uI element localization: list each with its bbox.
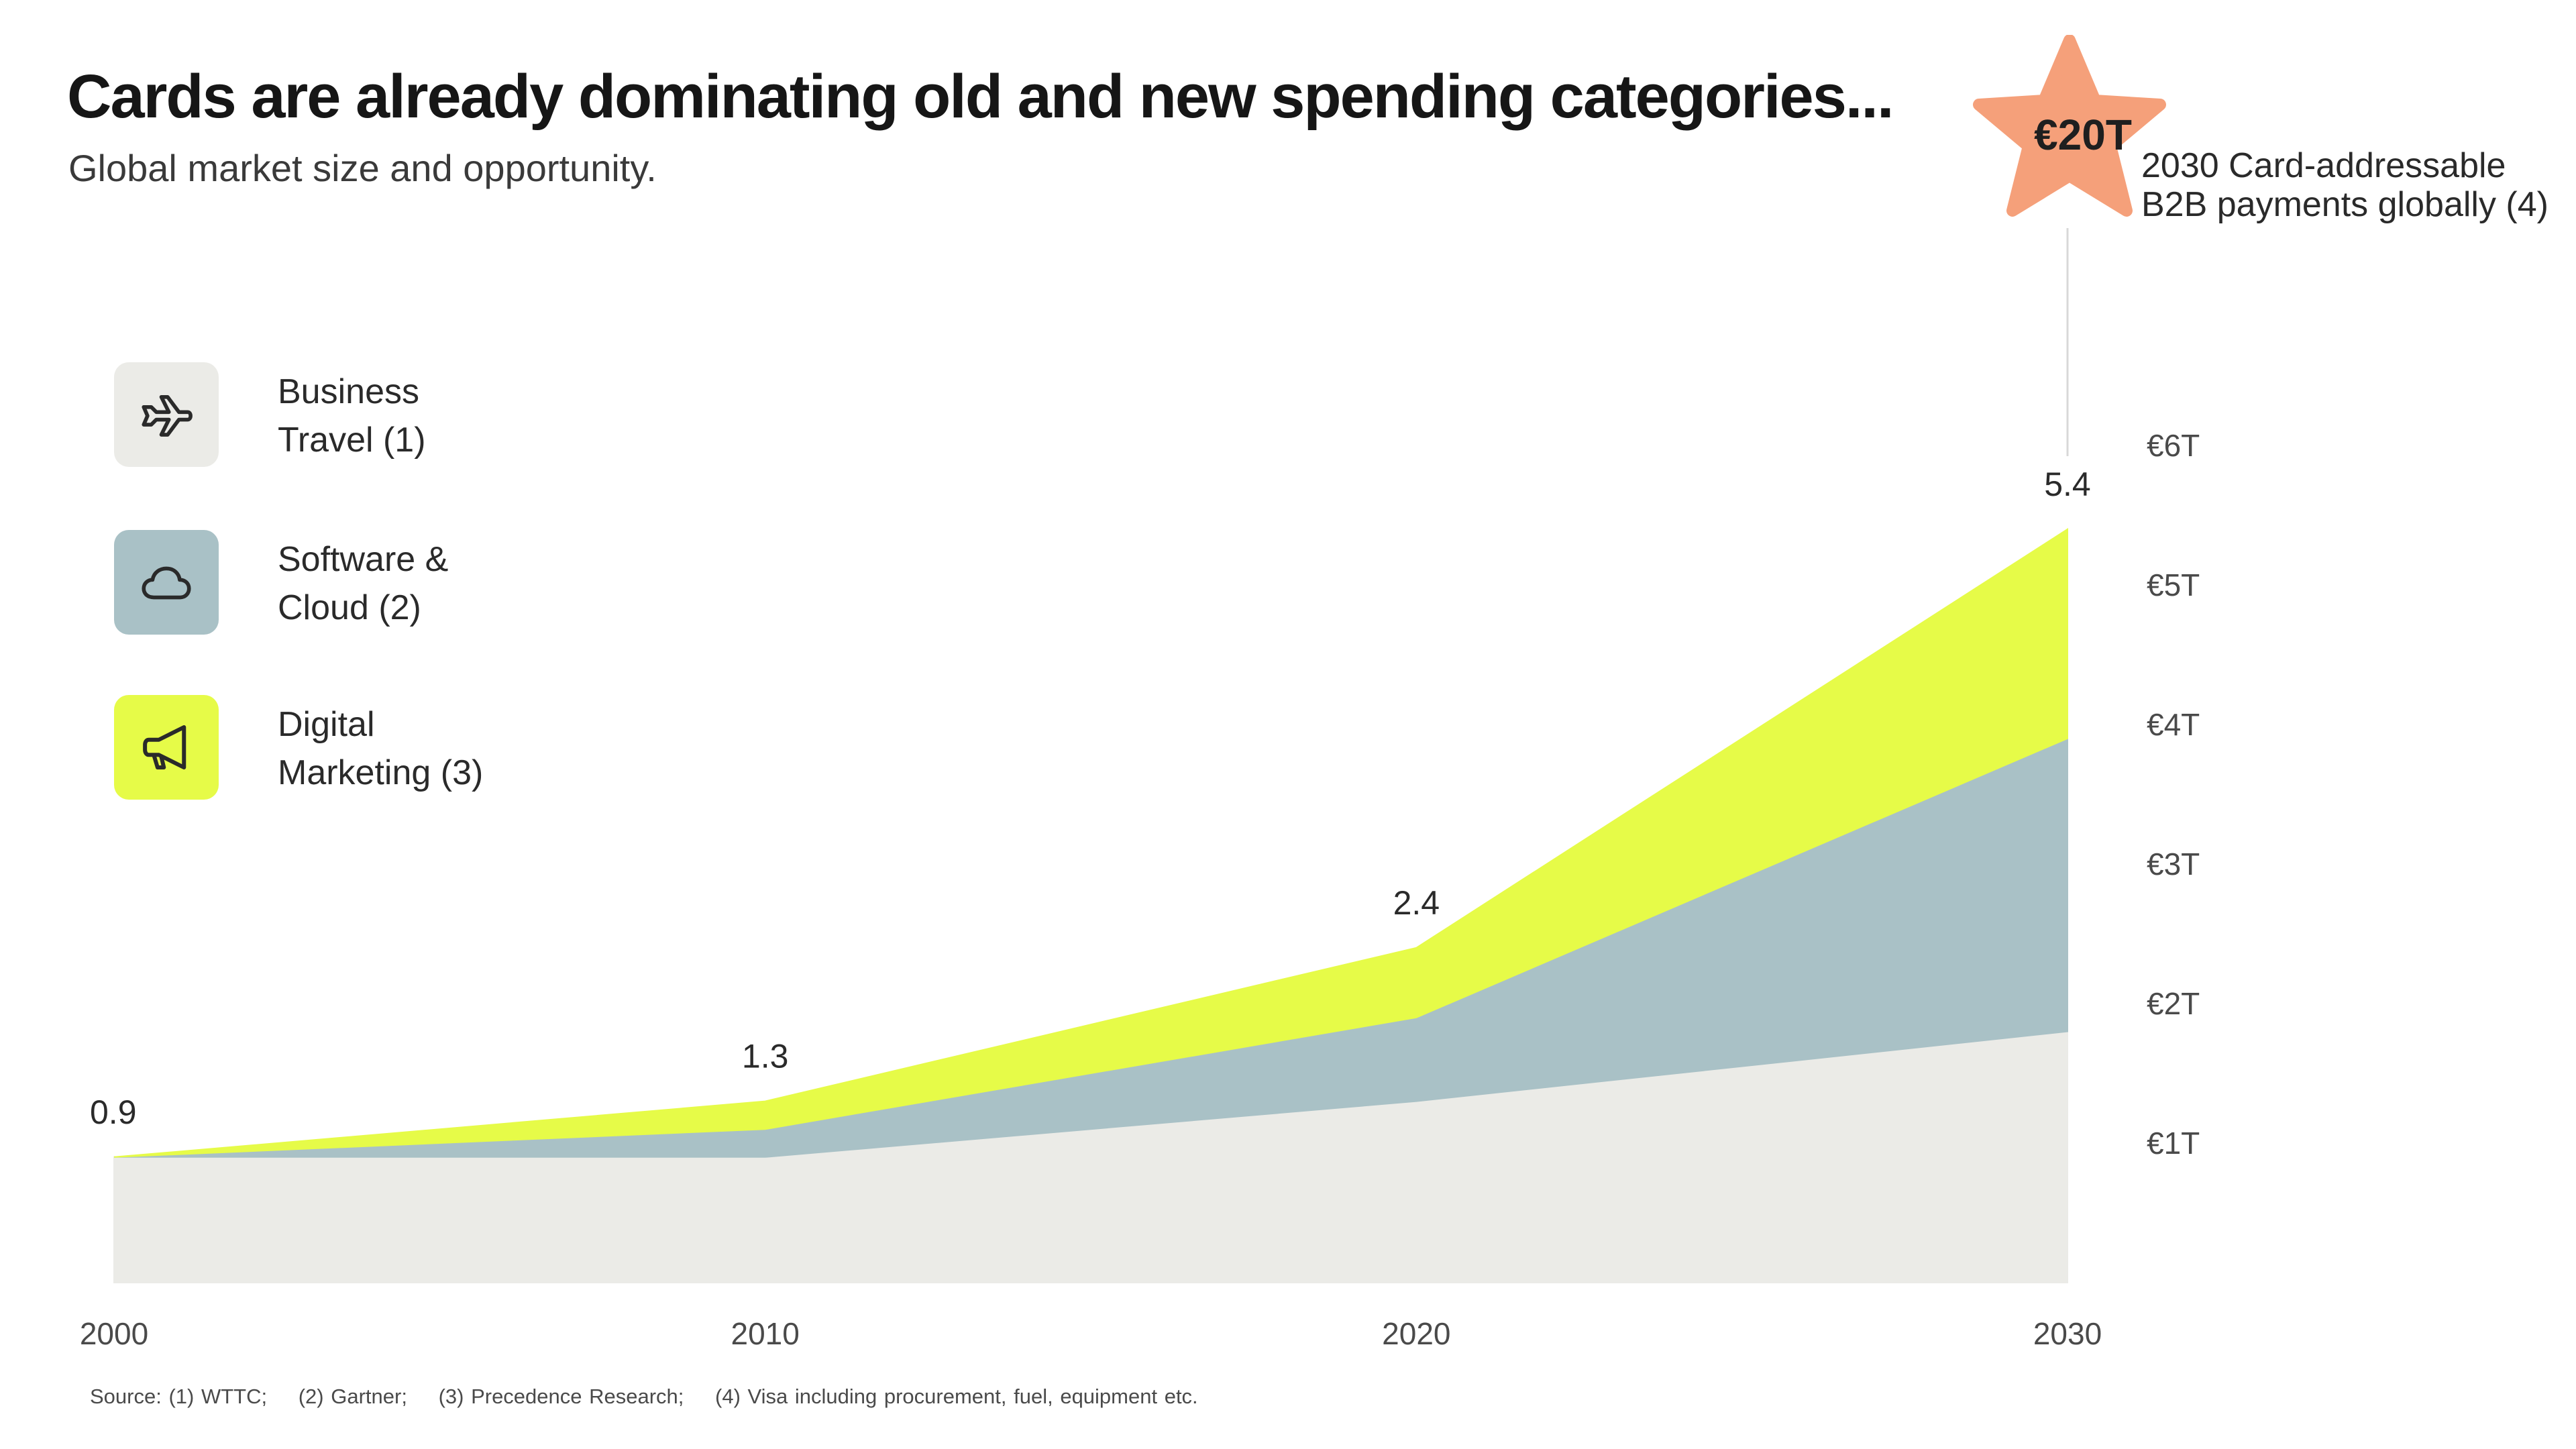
legend-label-line: Business [278, 372, 419, 411]
cloud-icon [142, 566, 191, 600]
legend-swatch-digital-marketing [114, 695, 219, 800]
chart-areas [113, 527, 2068, 1283]
legend-label-software-cloud: Software & Cloud (2) [278, 535, 586, 632]
x-axis-ticks: 2000 2010 2020 2030 [80, 1316, 2102, 1351]
x-tick-label: 2000 [80, 1316, 148, 1351]
legend-label-digital-marketing: Digital Marketing (3) [278, 700, 586, 797]
x-tick-label: 2020 [1382, 1316, 1450, 1351]
total-value-label: 0.9 [90, 1093, 137, 1131]
legend-label-line: Marketing (3) [278, 753, 484, 792]
total-value-label: 5.4 [2044, 466, 2091, 503]
airplane-icon [142, 394, 193, 437]
footnote-item: (3) Precedence Research; [438, 1385, 684, 1408]
footnote-item: Source: (1) WTTC; [90, 1385, 268, 1408]
legend-item-software-cloud: Software & Cloud (2) [114, 530, 584, 637]
total-value-label: 1.3 [742, 1038, 789, 1075]
star-badge-icon [1973, 35, 2166, 217]
footnote-item: (2) Gartner; [298, 1385, 407, 1408]
y-tick-label: €2T [2147, 986, 2200, 1021]
legend-label-business-travel: Business Travel (1) [278, 368, 586, 464]
area-series-3 [113, 527, 2068, 1158]
y-axis-ticks: €1T €2T €3T €4T €5T €6T [2147, 428, 2200, 1161]
total-value-labels: 0.9 1.3 2.4 5.4 [90, 466, 2091, 1131]
chart-subtitle: Global market size and opportunity. [68, 147, 657, 189]
y-tick-label: €3T [2147, 847, 2200, 881]
y-tick-label: €4T [2147, 707, 2200, 742]
legend-label-line: Travel (1) [278, 421, 426, 460]
legend-label-line: Cloud (2) [278, 588, 421, 627]
y-tick-label: €6T [2147, 428, 2200, 463]
chart-title: Cards are already dominating old and new… [67, 62, 1894, 131]
megaphone-icon [143, 725, 186, 769]
total-value-label: 2.4 [1393, 884, 1440, 922]
source-footnote: Source: (1) WTTC; (2) Gartner; (3) Prece… [90, 1385, 1222, 1409]
legend-label-line: Software & [278, 540, 449, 579]
y-tick-label: €1T [2147, 1126, 2200, 1161]
callout-value: €20T [2034, 111, 2132, 159]
callout-label-line: B2B payments globally (4) [2141, 185, 2548, 224]
x-tick-label: 2030 [2033, 1316, 2102, 1351]
callout-label-line: 2030 Card-addressable [2141, 146, 2506, 185]
b2b-payments-callout: €20T 2030 Card-addressable B2B payments … [1959, 35, 2576, 236]
legend-swatch-software-cloud [114, 530, 219, 635]
legend-label-line: Digital [278, 705, 375, 744]
legend-item-business-travel: Business Travel (1) [114, 362, 584, 470]
legend-item-digital-marketing: Digital Marketing (3) [114, 695, 584, 802]
footnote-item: (4) Visa including procurement, fuel, eq… [715, 1385, 1198, 1408]
legend-swatch-business-travel [114, 362, 219, 467]
x-tick-label: 2010 [731, 1316, 799, 1351]
callout-label: 2030 Card-addressable B2B payments globa… [2141, 146, 2571, 224]
y-tick-label: €5T [2147, 568, 2200, 602]
